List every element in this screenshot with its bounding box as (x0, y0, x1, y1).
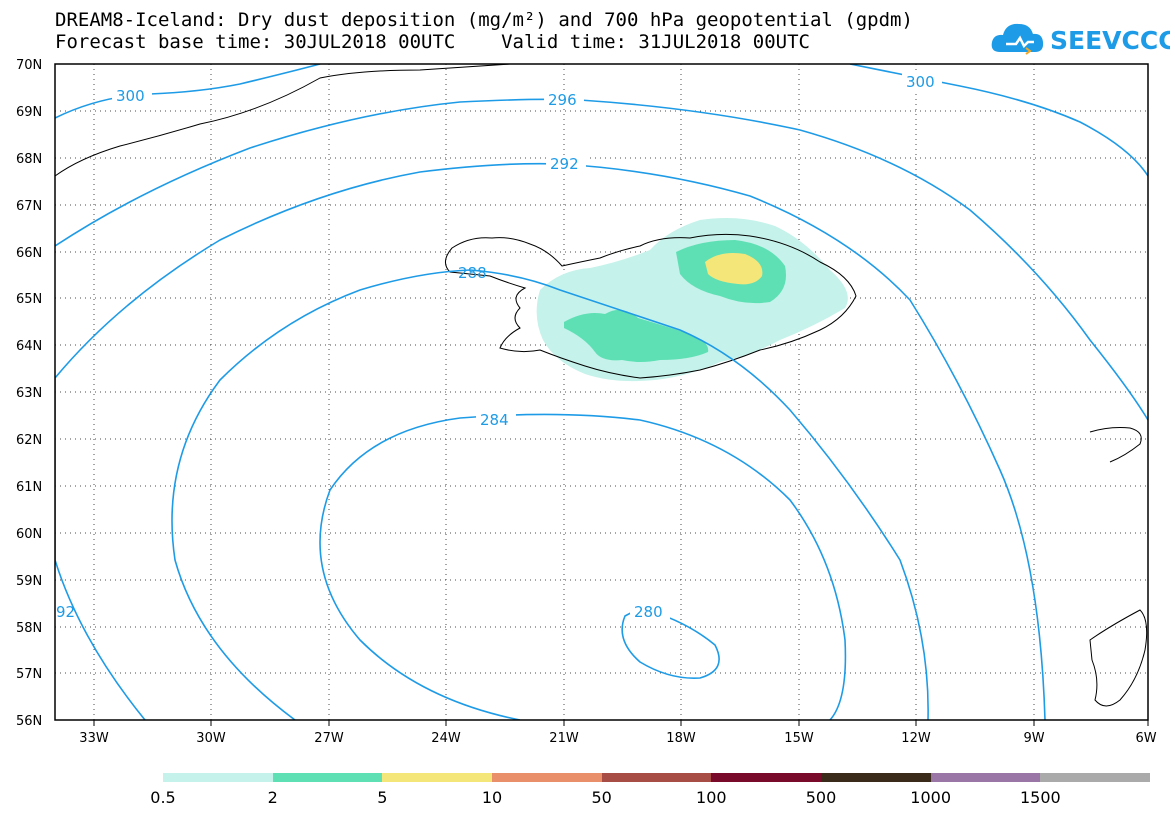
lat-label: 64N (16, 339, 42, 354)
color-swatch (930, 773, 1041, 782)
lon-label: 15W (784, 731, 814, 746)
lon-label: 12W (901, 731, 931, 746)
lat-label: 66N (16, 246, 42, 261)
latitude-labels: 70N 69N 68N 67N 66N 65N 64N 63N 62N 61N … (16, 58, 42, 729)
lat-label: 70N (16, 58, 42, 73)
contour-label-288: 288 (458, 264, 487, 282)
gridlines (55, 64, 1148, 720)
contour-292 (55, 162, 1046, 720)
color-swatch (163, 773, 273, 782)
lon-label: 9W (1023, 731, 1044, 746)
lat-label: 56N (16, 714, 42, 729)
lat-label: 61N (16, 480, 42, 495)
contour-300-east (849, 64, 1148, 177)
color-swatch (601, 773, 712, 782)
dust-deposition-field (536, 218, 848, 382)
longitude-labels: 33W 30W 27W 24W 21W 18W 15W 12W 9W 6W (79, 731, 1156, 746)
color-scale-label: 1500 (1019, 788, 1061, 807)
contour-label-292-edge: 92 (56, 603, 75, 621)
lat-label: 68N (16, 152, 42, 167)
lon-label: 30W (196, 731, 226, 746)
color-scale-bar (163, 773, 1151, 782)
color-scale-label: 50 (591, 788, 612, 807)
lat-label: 67N (16, 199, 42, 214)
color-swatch (492, 773, 602, 782)
contour-288 (171, 269, 929, 720)
contour-label-280: 280 (634, 603, 663, 621)
lon-label: 6W (1135, 731, 1156, 746)
lat-label: 59N (16, 574, 42, 589)
contour-label-292: 292 (550, 155, 579, 173)
color-scale-label: 5 (377, 788, 388, 807)
lat-label: 65N (16, 292, 42, 307)
contour-label-296: 296 (548, 91, 577, 109)
contour-296 (55, 98, 1148, 421)
contour-label-300-west: 300 (116, 87, 145, 105)
lon-label: 21W (549, 731, 579, 746)
color-scale-label: 0.5 (150, 788, 176, 807)
color-swatch (272, 773, 383, 782)
lat-label: 63N (16, 386, 42, 401)
lat-label: 62N (16, 433, 42, 448)
lon-label: 33W (79, 731, 109, 746)
cloud-icon: SEEVCCC (991, 23, 1175, 55)
color-scale-label: 10 (481, 788, 503, 807)
color-scale-label: 2 (267, 788, 278, 807)
color-scale-labels: 0.5 2 5 10 50 100 500 1000 1500 (0, 788, 1175, 808)
geopotential-contours (55, 64, 1148, 720)
lon-label: 24W (431, 731, 461, 746)
lat-label: 57N (16, 667, 42, 682)
logo-text: SEEVCCC (1050, 26, 1170, 55)
contour-label-284: 284 (480, 411, 509, 429)
coastlines (55, 64, 1148, 707)
color-swatch (821, 773, 931, 782)
contour-labels: 300 296 300 292 288 284 280 92 (56, 73, 942, 621)
chart-subtitle: Forecast base time: 30JUL2018 00UTC Vali… (55, 31, 810, 53)
color-scale-label: 100 (696, 788, 727, 807)
lon-label: 27W (314, 731, 344, 746)
lat-label: 69N (16, 105, 42, 120)
contour-300-west (55, 64, 321, 119)
chart-title: DREAM8-Iceland: Dry dust deposition (mg/… (55, 9, 913, 31)
color-scale-label: 1000 (910, 788, 952, 807)
axis-ticks (93, 720, 1149, 726)
lon-label: 18W (666, 731, 696, 746)
contour-label-300-east: 300 (906, 73, 935, 91)
color-scale-label: 500 (805, 788, 837, 807)
color-swatch (382, 773, 493, 782)
lat-label: 60N (16, 527, 42, 542)
contour-284 (319, 413, 847, 720)
seevccc-logo: SEEVCCC (990, 16, 1175, 60)
plot-frame (54, 63, 1149, 721)
lat-label: 58N (16, 621, 42, 636)
color-swatch (711, 773, 822, 782)
contour-280 (621, 607, 720, 679)
color-swatch (1040, 773, 1151, 782)
